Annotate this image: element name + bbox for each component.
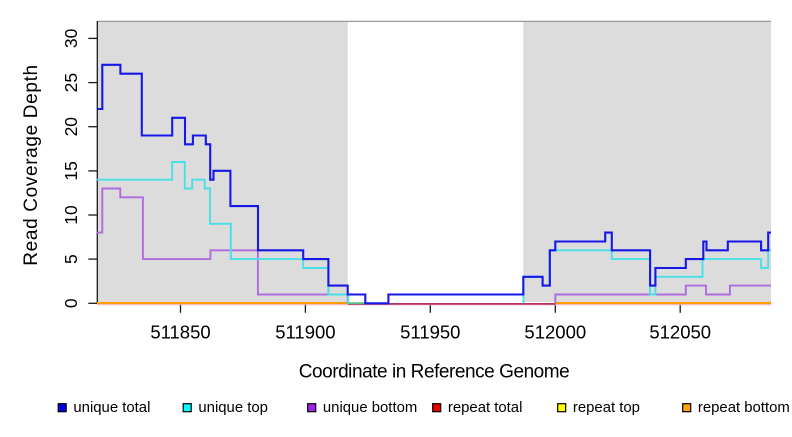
svg-text:20: 20	[61, 117, 81, 137]
svg-text:unique top: unique top	[198, 400, 268, 416]
svg-text:512050: 512050	[649, 322, 711, 343]
svg-text:5: 5	[61, 254, 81, 264]
svg-text:Read Coverage Depth: Read Coverage Depth	[21, 64, 42, 265]
svg-text:511950: 511950	[400, 322, 460, 343]
svg-text:30: 30	[61, 28, 81, 48]
svg-text:repeat total: repeat total	[448, 400, 523, 416]
svg-text:15: 15	[61, 161, 81, 180]
svg-text:0: 0	[61, 298, 81, 308]
svg-text:10: 10	[61, 205, 81, 225]
svg-text:repeat top: repeat top	[573, 400, 640, 416]
svg-text:511900: 511900	[275, 322, 335, 343]
svg-text:512000: 512000	[524, 322, 586, 343]
svg-text:repeat bottom: repeat bottom	[698, 400, 790, 416]
svg-text:25: 25	[61, 73, 81, 92]
svg-text:511850: 511850	[150, 322, 210, 343]
svg-text:Coordinate in Reference Genome: Coordinate in Reference Genome	[299, 362, 570, 383]
svg-text:unique total: unique total	[73, 400, 150, 416]
svg-text:unique bottom: unique bottom	[323, 400, 417, 416]
